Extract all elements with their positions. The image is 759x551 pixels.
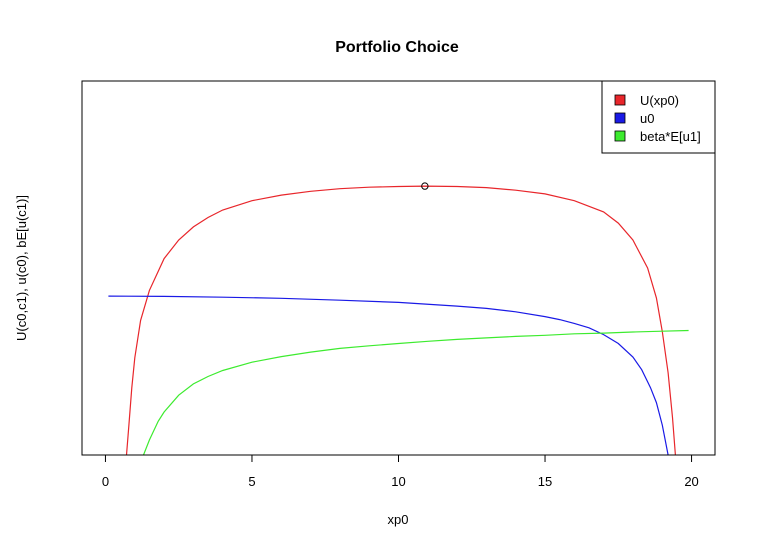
legend-swatch-1 [614, 94, 626, 106]
x-tick-label: 0 [102, 474, 109, 489]
legend: U(xp0) u0 beta*E[u1] [601, 80, 716, 154]
chart-title: Portfolio Choice [335, 39, 459, 56]
y-axis-label: U(c0,c1), u(c0), bE[u(c1)] [14, 195, 29, 341]
x-tick-label: 15 [538, 474, 552, 489]
series-line-1 [125, 185, 676, 455]
legend-label-2: u0 [640, 111, 654, 126]
annotation-layer [421, 182, 429, 190]
legend-label-3: beta*E[u1] [640, 129, 701, 144]
x-tick-label: 5 [248, 474, 255, 489]
optimum-marker [421, 182, 429, 190]
series-layer [108, 185, 689, 455]
x-axis-label: xp0 [388, 512, 409, 527]
legend-swatch-3 [614, 130, 626, 142]
series-line-3 [142, 329, 689, 455]
x-axis: 0 5 10 15 20 [102, 454, 699, 489]
series-line-2 [108, 295, 669, 455]
legend-swatch-2 [614, 112, 626, 124]
legend-label-1: U(xp0) [640, 93, 679, 108]
x-tick-label: 10 [391, 474, 405, 489]
x-tick-label: 20 [684, 474, 698, 489]
